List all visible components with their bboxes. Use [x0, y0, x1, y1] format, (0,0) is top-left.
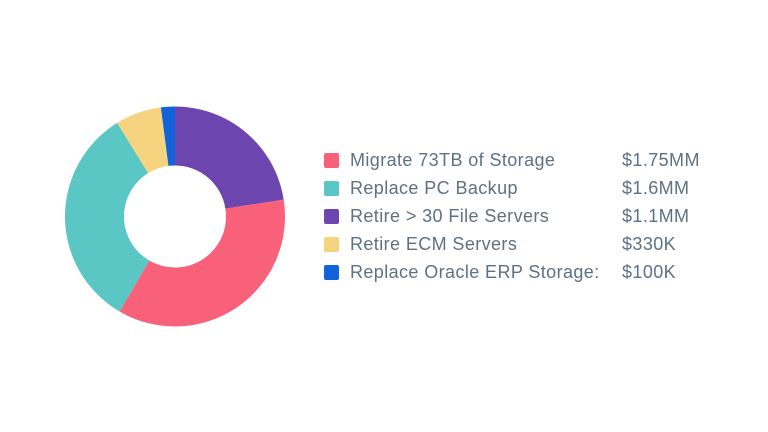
legend-item-value: $330K	[622, 233, 677, 254]
donut-segment-migrate-73tb-of-storage	[119, 199, 286, 327]
legend-item-label: Replace Oracle ERP Storage:	[350, 261, 600, 282]
donut-segment-replace-oracle-erp-storage	[160, 106, 175, 166]
legend-item: Retire ECM Servers $330K	[324, 230, 700, 258]
legend-item-value: $1.1MM	[622, 205, 690, 226]
legend-item-label: Replace PC Backup	[350, 177, 518, 198]
legend-item: Migrate 73TB of Storage $1.75MM	[324, 146, 700, 174]
legend-color-swatch-icon	[324, 180, 339, 196]
legend-color-swatch-icon	[324, 208, 339, 224]
legend-color-swatch-icon	[324, 264, 339, 280]
legend-item-label: Retire > 30 File Servers	[350, 205, 550, 226]
legend-item-value: $1.75MM	[622, 149, 700, 170]
legend-item-label: Retire ECM Servers	[350, 233, 518, 254]
legend-item: Replace PC Backup $1.6MM	[324, 174, 700, 202]
legend-item-label: Migrate 73TB of Storage	[350, 149, 556, 170]
donut-segment-retire-ecm-servers	[117, 107, 169, 174]
legend-item: Replace Oracle ERP Storage: $100K	[324, 258, 700, 286]
legend-color-swatch-icon	[324, 152, 339, 168]
legend-item-value: $1.6MM	[622, 177, 690, 198]
legend-item-value: $100K	[622, 261, 677, 282]
chart-legend: Migrate 73TB of Storage $1.75MM Replace …	[324, 146, 700, 286]
legend-color-swatch-icon	[324, 236, 339, 252]
donut-segment-retire-30-file-servers	[175, 106, 284, 209]
donut-segment-replace-pc-backup	[64, 122, 150, 312]
legend-item: Retire > 30 File Servers $1.1MM	[324, 202, 700, 230]
